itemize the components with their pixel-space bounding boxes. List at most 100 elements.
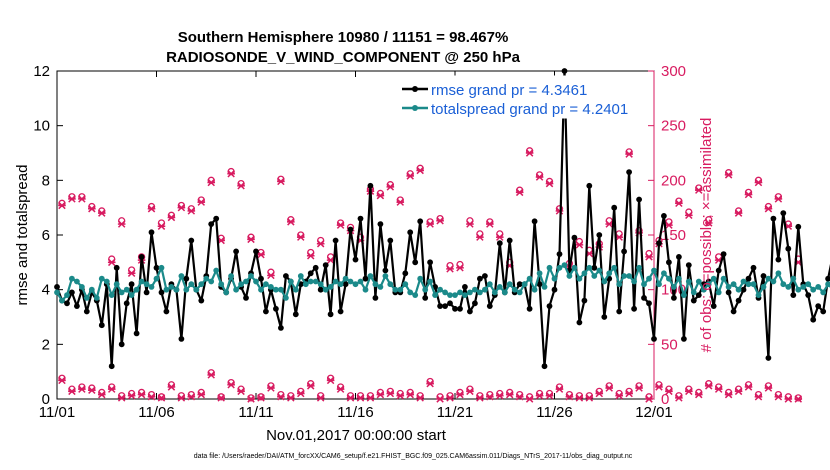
totalspread-point (287, 278, 294, 285)
obs-assimilated-point (167, 213, 176, 222)
rmse-point (69, 289, 75, 296)
obs-assimilated-point (645, 253, 653, 261)
obs-assimilated-point (326, 376, 335, 385)
totalspread-point (297, 273, 304, 279)
legend-box (397, 75, 647, 119)
rmse-point (342, 281, 349, 288)
totalspread-point (576, 275, 583, 282)
totalspread-point (312, 278, 319, 285)
totalspread-point (228, 273, 235, 279)
obs-assimilated-point (774, 195, 783, 203)
rmse-point (377, 221, 384, 228)
rmse-point (496, 240, 503, 247)
totalspread-point (656, 281, 662, 288)
obs-assimilated-point (625, 389, 633, 398)
rmse-point (651, 336, 657, 342)
y-axis-left: 0 2 4 6 8 10 12 (33, 63, 63, 408)
rmse-point (586, 182, 593, 189)
totalspread-point (815, 284, 822, 290)
obs-assimilated-point (207, 178, 216, 187)
totalspread-point (685, 278, 692, 285)
totalspread-point (392, 286, 399, 293)
rmse-point (775, 256, 782, 263)
rmse-point (621, 248, 627, 255)
obs-assimilated-point (416, 166, 424, 175)
obs-assimilated-point (704, 382, 713, 390)
totalspread-point (506, 281, 513, 288)
totalspread-point (636, 264, 642, 271)
obs-assimilated-point (704, 219, 713, 227)
rmse-point (213, 215, 220, 222)
obs-assimilated-point (306, 382, 315, 390)
totalspread-point (193, 286, 200, 293)
rmse-point (596, 232, 603, 238)
totalspread-point (93, 295, 100, 301)
rmse-point (148, 229, 155, 236)
obs-count-layer (58, 147, 803, 403)
rmse-point (467, 308, 473, 315)
totalspread-point (322, 286, 329, 293)
obs-assimilated-point (515, 393, 524, 401)
x-tick-label: 11/16 (337, 404, 373, 421)
totalspread-point (770, 278, 777, 285)
rmse-point (258, 275, 264, 282)
rmse-point (253, 248, 259, 255)
rmse-point (283, 273, 289, 279)
obs-assimilated-point (386, 389, 395, 398)
totalspread-point (362, 286, 369, 293)
x-tick-label: 11/01 (39, 404, 75, 421)
obs-assimilated-point (277, 177, 285, 186)
rmse-point (437, 303, 443, 309)
obs-assimilated-point (655, 383, 663, 391)
obs-assimilated-point (157, 394, 166, 402)
rmse-point (820, 308, 827, 315)
obs-assimilated-point (446, 265, 454, 273)
rmse-point (611, 204, 618, 211)
rmse-point (616, 308, 623, 315)
rmse-point (188, 237, 195, 244)
totalspread-point (248, 273, 254, 279)
obs-assimilated-point (714, 385, 723, 393)
totalspread-point (278, 286, 284, 293)
totalspread-point (785, 284, 792, 290)
totalspread-point (203, 275, 210, 282)
totalspread-point (641, 281, 647, 288)
rmse-point (581, 297, 588, 304)
obs-assimilated-point (525, 149, 534, 157)
y2-tick-label: 200 (661, 172, 686, 189)
obs-assimilated-point (774, 393, 783, 401)
totalspread-point (621, 273, 627, 279)
obs-assimilated-point (615, 391, 623, 400)
totalspread-point (357, 278, 364, 285)
totalspread-point (83, 295, 90, 301)
rmse-point (123, 300, 130, 307)
rmse-point (591, 264, 598, 271)
totalspread-point (705, 281, 712, 288)
totalspread-point (118, 289, 125, 296)
totalspread-point (482, 286, 488, 293)
y2-tick-label: 300 (661, 63, 686, 80)
totalspread-point (273, 286, 279, 293)
totalspread-point (397, 286, 404, 293)
totalspread-point (437, 286, 443, 293)
rmse-point (725, 289, 732, 296)
obs-assimilated-point (476, 394, 484, 402)
totalspread-point (671, 284, 677, 290)
rmse-point (661, 213, 667, 219)
totalspread-point (646, 275, 652, 282)
rmse-point (208, 221, 215, 228)
totalspread-point (153, 275, 160, 282)
obs-assimilated-point (486, 220, 494, 228)
totalspread-point (213, 267, 220, 274)
totalspread-point (491, 289, 498, 296)
obs-assimilated-point (436, 395, 444, 403)
rmse-point (765, 355, 772, 361)
obs-assimilated-point (78, 195, 86, 203)
rmse-point (681, 336, 687, 342)
obs-assimilated-point (217, 394, 225, 402)
chart-title: Southern Hemisphere 10980 / 11151 = 98.4… (178, 29, 509, 46)
obs-assimilated-point (505, 390, 514, 399)
obs-assimilated-point (555, 385, 564, 393)
totalspread-point (382, 273, 389, 279)
obs-assimilated-point (346, 394, 355, 402)
